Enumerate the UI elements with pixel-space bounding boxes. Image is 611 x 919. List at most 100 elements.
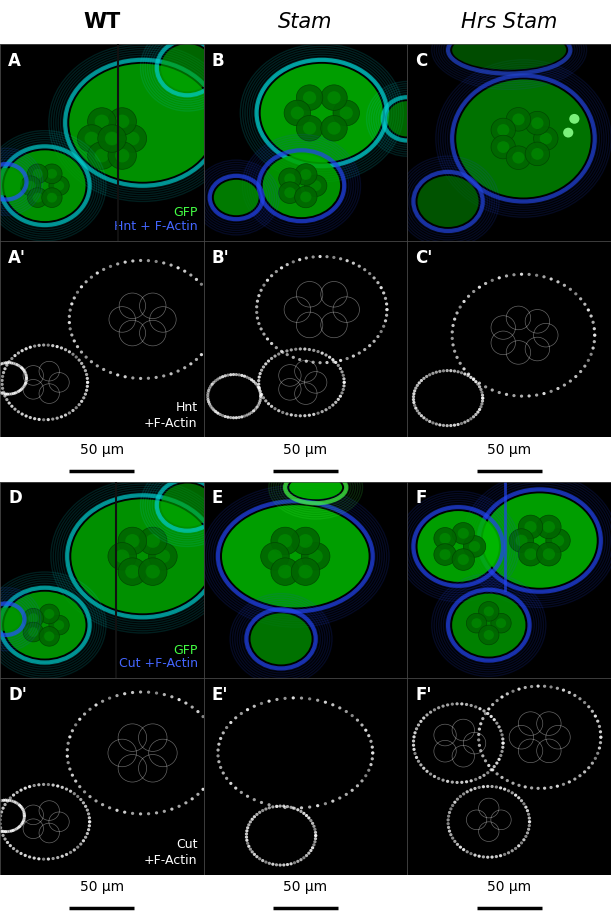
Circle shape bbox=[20, 388, 23, 391]
Circle shape bbox=[118, 558, 147, 585]
Circle shape bbox=[1, 834, 5, 837]
Circle shape bbox=[290, 414, 293, 416]
Circle shape bbox=[101, 699, 104, 703]
Circle shape bbox=[123, 261, 127, 264]
Circle shape bbox=[23, 814, 26, 818]
Circle shape bbox=[259, 394, 262, 398]
Circle shape bbox=[290, 862, 293, 866]
Circle shape bbox=[300, 806, 303, 810]
Circle shape bbox=[594, 714, 597, 718]
Circle shape bbox=[189, 362, 192, 366]
Circle shape bbox=[252, 705, 256, 708]
Circle shape bbox=[453, 349, 456, 353]
Ellipse shape bbox=[263, 154, 340, 217]
Circle shape bbox=[27, 164, 48, 184]
Circle shape bbox=[84, 392, 87, 396]
Circle shape bbox=[0, 823, 2, 825]
Circle shape bbox=[87, 828, 90, 832]
Circle shape bbox=[491, 135, 516, 159]
Circle shape bbox=[478, 602, 499, 621]
Text: A': A' bbox=[8, 249, 26, 267]
Circle shape bbox=[414, 752, 417, 755]
Circle shape bbox=[356, 719, 359, 721]
Circle shape bbox=[3, 394, 7, 398]
Circle shape bbox=[442, 424, 445, 427]
Circle shape bbox=[463, 368, 466, 370]
Circle shape bbox=[256, 300, 259, 302]
Circle shape bbox=[368, 344, 371, 347]
Circle shape bbox=[484, 282, 487, 285]
Circle shape bbox=[24, 414, 27, 417]
Circle shape bbox=[477, 733, 480, 736]
Circle shape bbox=[527, 394, 531, 398]
Circle shape bbox=[189, 274, 192, 277]
Circle shape bbox=[42, 344, 45, 346]
Circle shape bbox=[234, 716, 237, 720]
Circle shape bbox=[84, 369, 87, 372]
Circle shape bbox=[417, 381, 421, 384]
Circle shape bbox=[472, 618, 481, 628]
Ellipse shape bbox=[161, 483, 214, 527]
Circle shape bbox=[73, 848, 76, 852]
Circle shape bbox=[71, 729, 74, 732]
Circle shape bbox=[39, 604, 59, 624]
Circle shape bbox=[525, 142, 550, 165]
Circle shape bbox=[511, 791, 514, 794]
Circle shape bbox=[95, 149, 109, 163]
Circle shape bbox=[298, 258, 301, 261]
Circle shape bbox=[207, 389, 210, 392]
Circle shape bbox=[10, 357, 13, 360]
Circle shape bbox=[260, 800, 263, 804]
Circle shape bbox=[23, 812, 26, 816]
Circle shape bbox=[214, 379, 218, 382]
Circle shape bbox=[357, 351, 361, 355]
Circle shape bbox=[332, 360, 335, 363]
Circle shape bbox=[481, 396, 485, 400]
Circle shape bbox=[0, 818, 2, 822]
Circle shape bbox=[316, 804, 320, 807]
Text: 50 μm: 50 μm bbox=[80, 880, 124, 894]
Circle shape bbox=[246, 414, 249, 416]
Circle shape bbox=[528, 816, 531, 820]
Circle shape bbox=[51, 784, 55, 787]
Circle shape bbox=[448, 811, 451, 814]
Circle shape bbox=[275, 863, 278, 867]
Circle shape bbox=[76, 795, 79, 798]
Circle shape bbox=[20, 852, 23, 855]
Circle shape bbox=[25, 377, 28, 380]
Circle shape bbox=[65, 853, 68, 856]
Circle shape bbox=[386, 308, 389, 312]
Circle shape bbox=[331, 403, 334, 406]
Circle shape bbox=[316, 412, 320, 414]
Circle shape bbox=[342, 378, 346, 380]
Circle shape bbox=[522, 838, 525, 841]
Circle shape bbox=[495, 855, 498, 858]
Circle shape bbox=[507, 851, 510, 855]
Circle shape bbox=[343, 380, 346, 384]
Circle shape bbox=[373, 277, 376, 279]
Circle shape bbox=[255, 855, 258, 858]
Circle shape bbox=[591, 346, 595, 349]
Circle shape bbox=[478, 786, 481, 789]
Circle shape bbox=[12, 847, 15, 850]
Circle shape bbox=[530, 787, 533, 789]
Circle shape bbox=[70, 334, 73, 336]
Circle shape bbox=[280, 350, 283, 353]
Circle shape bbox=[481, 393, 484, 397]
Circle shape bbox=[520, 394, 523, 398]
Circle shape bbox=[496, 618, 506, 628]
Circle shape bbox=[73, 792, 76, 795]
Circle shape bbox=[433, 775, 436, 778]
Circle shape bbox=[17, 390, 20, 393]
Circle shape bbox=[439, 533, 451, 544]
Circle shape bbox=[455, 702, 459, 706]
Circle shape bbox=[340, 391, 343, 394]
Circle shape bbox=[337, 398, 340, 401]
Circle shape bbox=[66, 748, 69, 752]
Circle shape bbox=[412, 398, 415, 402]
Circle shape bbox=[268, 803, 271, 806]
Circle shape bbox=[2, 361, 5, 365]
Circle shape bbox=[102, 267, 105, 271]
Circle shape bbox=[327, 122, 341, 135]
Circle shape bbox=[206, 396, 210, 399]
